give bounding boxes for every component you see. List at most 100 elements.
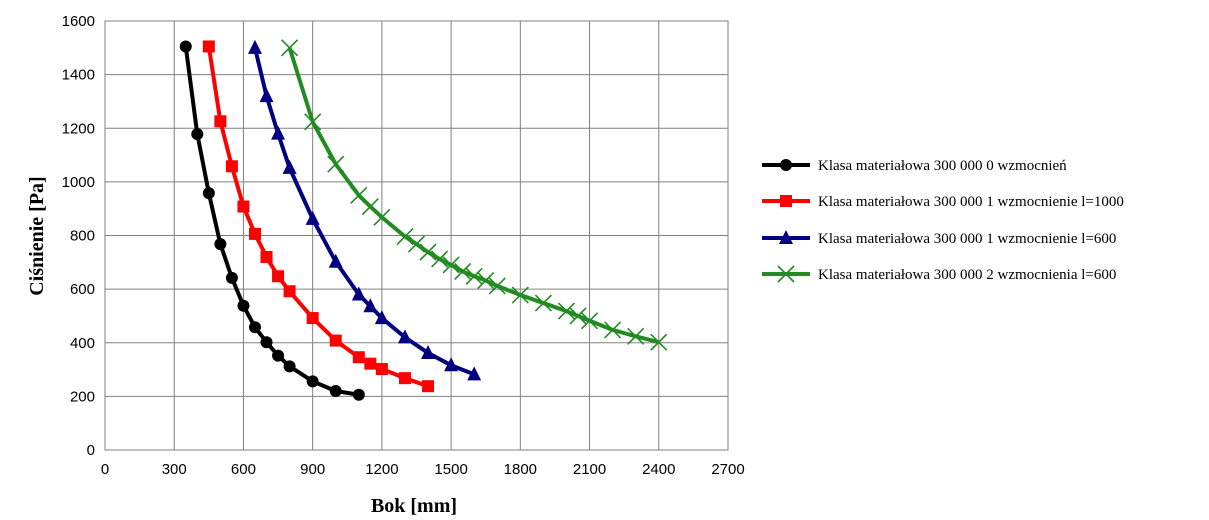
data-point	[214, 238, 227, 251]
x-tick-label: 2100	[573, 461, 606, 478]
y-tick-label: 0	[87, 442, 95, 459]
legend-label: Klasa materiałowa 300 000 1 wzmocnienie …	[818, 194, 1124, 210]
data-point	[422, 380, 435, 393]
x-tick-label: 300	[162, 461, 187, 478]
legend: Klasa materiałowa 300 000 0 wzmocnień Kla…	[762, 158, 1124, 283]
y-tick-label: 800	[70, 228, 95, 245]
data-point	[329, 385, 342, 398]
legend-label: Klasa materiałowa 300 000 2 wzmocnienia …	[818, 267, 1116, 283]
data-point	[364, 357, 377, 370]
data-point	[352, 388, 365, 401]
data-point	[191, 128, 204, 141]
data-point	[327, 155, 345, 173]
data-point	[442, 256, 460, 274]
data-point	[352, 351, 365, 364]
data-point	[477, 271, 495, 290]
y-tick-label: 600	[70, 281, 95, 298]
data-point	[271, 125, 286, 140]
data-point	[304, 113, 322, 131]
legend-item: Klasa materiałowa 300 000 2 wzmocnienia …	[762, 265, 1116, 283]
data-point	[248, 227, 261, 240]
data-point	[214, 115, 227, 128]
data-point	[454, 262, 472, 280]
legend-item: Klasa materiałowa 300 000 1 wzmocnienie …	[762, 230, 1116, 247]
y-tick-label: 1600	[62, 13, 95, 30]
data-point	[488, 277, 506, 295]
data-point	[306, 375, 319, 388]
data-point	[398, 372, 411, 385]
data-point	[260, 336, 273, 349]
data-point	[580, 312, 599, 330]
x-tick-label: 900	[300, 461, 325, 478]
data-point	[237, 299, 250, 312]
data-point	[444, 357, 459, 372]
data-point	[363, 298, 378, 313]
legend-marker	[780, 159, 792, 171]
series-3	[247, 39, 482, 381]
data-point	[650, 333, 668, 351]
data-point	[373, 208, 391, 226]
data-point	[225, 271, 238, 284]
data-point	[419, 243, 437, 261]
data-point	[421, 344, 436, 359]
y-axis-title: Ciśnienie [Pa]	[26, 176, 48, 295]
y-tick-label: 200	[70, 388, 95, 405]
x-tick-label: 1200	[365, 461, 398, 478]
data-point	[374, 310, 389, 325]
data-point	[351, 286, 366, 301]
data-point	[397, 329, 412, 344]
data-point	[305, 210, 320, 225]
data-point	[511, 286, 529, 304]
data-point	[283, 360, 296, 373]
data-point	[248, 321, 261, 334]
y-tick-label: 1200	[62, 120, 95, 137]
data-point	[465, 267, 483, 285]
x-tick-label: 1500	[434, 461, 467, 478]
legend-label: Klasa materiałowa 300 000 0 wzmocnień	[818, 158, 1067, 174]
data-point	[202, 187, 215, 200]
data-point	[225, 160, 238, 173]
series-2	[202, 40, 435, 393]
data-point	[534, 294, 552, 312]
x-tick-label: 2400	[642, 461, 675, 478]
data-point	[569, 307, 587, 325]
legend-marker	[780, 195, 792, 207]
data-point	[282, 159, 297, 174]
x-tick-label: 0	[101, 461, 109, 478]
series-4	[281, 39, 668, 351]
data-point	[247, 39, 262, 54]
legend-marker	[777, 265, 795, 283]
data-point	[627, 327, 645, 345]
data-point	[407, 235, 426, 253]
data-point	[306, 312, 319, 325]
data-point	[396, 228, 414, 246]
data-point	[237, 200, 250, 213]
series-layer	[179, 39, 668, 401]
legend-marker	[779, 230, 793, 244]
data-point	[375, 363, 388, 376]
data-point	[272, 270, 285, 283]
x-axis-ticks: 0 300 600 900 1200 1500 1800 2100 2400 2700	[101, 461, 745, 478]
y-axis-ticks: 0 200 400 600 800 1000 1200 1400 1600	[62, 13, 95, 459]
data-point	[431, 250, 449, 268]
data-point	[283, 285, 296, 298]
y-tick-label: 400	[70, 335, 95, 352]
x-tick-label: 2700	[711, 461, 744, 478]
y-tick-label: 1400	[62, 67, 95, 84]
series-1	[179, 40, 365, 401]
x-tick-label: 1800	[504, 461, 537, 478]
x-tick-label: 600	[231, 461, 256, 478]
data-point	[259, 88, 274, 103]
data-point	[272, 349, 285, 362]
data-point	[604, 321, 622, 339]
y-tick-label: 1000	[62, 174, 95, 191]
x-axis-title: Bok [mm]	[371, 495, 457, 517]
data-point	[328, 253, 343, 268]
legend-item: Klasa materiałowa 300 000 0 wzmocnień	[762, 158, 1067, 174]
data-point	[260, 250, 273, 263]
data-point	[202, 40, 215, 53]
plot-area	[104, 20, 729, 451]
data-point	[557, 302, 576, 320]
data-point	[281, 39, 299, 57]
